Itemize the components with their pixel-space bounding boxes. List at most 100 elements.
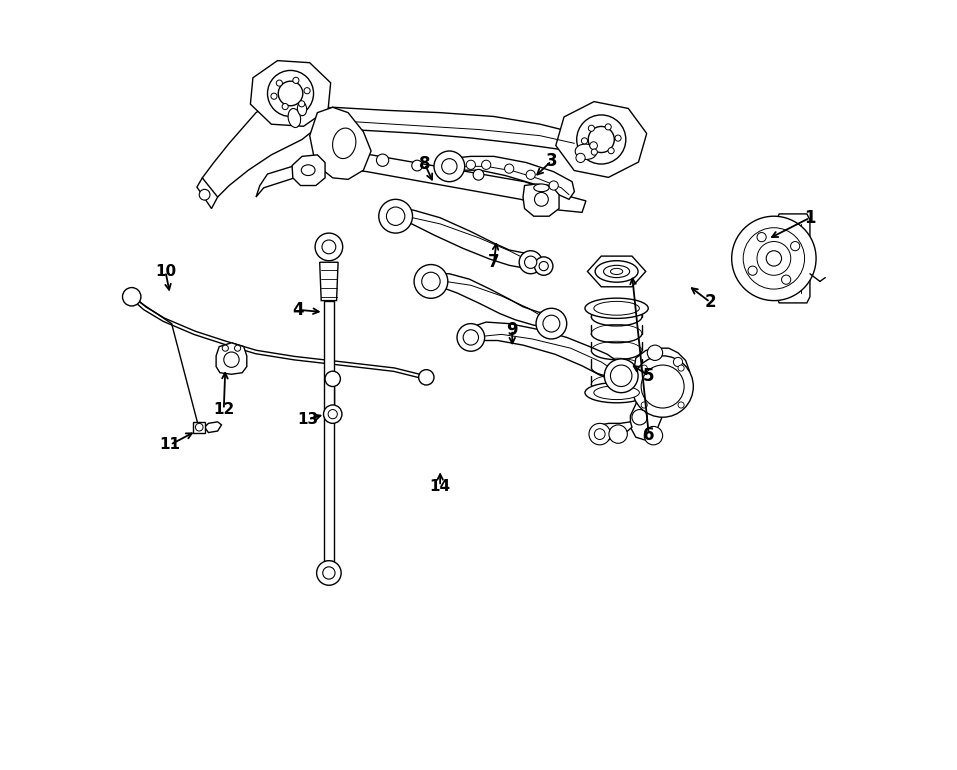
Polygon shape <box>595 422 632 440</box>
Polygon shape <box>392 210 536 269</box>
Circle shape <box>604 359 638 393</box>
Polygon shape <box>256 155 586 213</box>
Text: 8: 8 <box>419 155 431 173</box>
Circle shape <box>589 126 614 152</box>
Circle shape <box>457 323 484 351</box>
Polygon shape <box>556 102 647 177</box>
Polygon shape <box>197 178 217 209</box>
Circle shape <box>322 240 336 254</box>
Circle shape <box>323 567 335 579</box>
Text: 2: 2 <box>704 293 716 311</box>
Circle shape <box>611 365 632 387</box>
Ellipse shape <box>333 128 356 159</box>
Circle shape <box>268 70 314 116</box>
Polygon shape <box>442 156 574 199</box>
Polygon shape <box>426 274 555 328</box>
Ellipse shape <box>288 109 300 128</box>
Polygon shape <box>320 263 338 300</box>
Circle shape <box>757 233 767 242</box>
Circle shape <box>526 170 535 179</box>
Polygon shape <box>323 300 334 561</box>
Ellipse shape <box>593 301 639 315</box>
Circle shape <box>412 160 422 171</box>
Circle shape <box>790 242 800 251</box>
Circle shape <box>632 356 693 417</box>
Circle shape <box>767 251 782 266</box>
Polygon shape <box>310 107 371 179</box>
Circle shape <box>379 199 412 233</box>
Circle shape <box>278 81 302 105</box>
Polygon shape <box>216 343 247 374</box>
Circle shape <box>387 207 405 226</box>
Polygon shape <box>631 348 689 440</box>
Circle shape <box>376 154 389 166</box>
Polygon shape <box>523 184 559 216</box>
Circle shape <box>589 424 611 445</box>
Circle shape <box>299 101 304 107</box>
Ellipse shape <box>611 269 623 275</box>
Circle shape <box>678 365 684 371</box>
Circle shape <box>536 308 567 339</box>
Circle shape <box>442 165 454 176</box>
Ellipse shape <box>301 165 315 176</box>
Circle shape <box>641 402 647 408</box>
Text: 13: 13 <box>298 412 319 427</box>
Ellipse shape <box>534 184 549 192</box>
Circle shape <box>644 427 662 445</box>
Ellipse shape <box>298 102 306 115</box>
Circle shape <box>434 151 465 182</box>
Text: 1: 1 <box>804 209 815 226</box>
Circle shape <box>473 169 484 180</box>
Circle shape <box>282 103 288 109</box>
Circle shape <box>582 138 588 144</box>
Polygon shape <box>469 322 620 381</box>
Circle shape <box>539 262 548 271</box>
Circle shape <box>577 115 626 164</box>
Text: 14: 14 <box>430 479 451 494</box>
Circle shape <box>422 273 440 290</box>
Circle shape <box>418 370 434 385</box>
Polygon shape <box>193 422 206 433</box>
Circle shape <box>323 405 342 424</box>
Circle shape <box>195 424 203 431</box>
Circle shape <box>304 88 310 94</box>
Polygon shape <box>251 61 331 126</box>
Circle shape <box>608 148 614 154</box>
Circle shape <box>576 153 585 162</box>
Text: 3: 3 <box>545 152 557 170</box>
Circle shape <box>674 357 682 367</box>
Circle shape <box>535 192 548 206</box>
Circle shape <box>234 345 240 351</box>
Circle shape <box>609 425 628 444</box>
Circle shape <box>641 365 647 371</box>
Circle shape <box>594 429 605 440</box>
Circle shape <box>277 80 282 86</box>
Ellipse shape <box>593 386 639 400</box>
Circle shape <box>466 160 476 169</box>
Circle shape <box>442 159 457 174</box>
Circle shape <box>732 216 816 300</box>
Polygon shape <box>326 107 597 153</box>
Polygon shape <box>605 377 631 400</box>
Circle shape <box>463 330 478 345</box>
Circle shape <box>641 365 684 408</box>
Ellipse shape <box>585 383 648 403</box>
Ellipse shape <box>595 261 638 282</box>
Text: 12: 12 <box>213 402 234 417</box>
Polygon shape <box>205 422 221 433</box>
Polygon shape <box>202 93 329 197</box>
Circle shape <box>549 181 558 190</box>
Circle shape <box>315 233 343 261</box>
Polygon shape <box>588 256 646 286</box>
Circle shape <box>782 275 790 284</box>
Text: 11: 11 <box>160 437 181 452</box>
Circle shape <box>757 242 790 276</box>
Circle shape <box>744 228 805 289</box>
Circle shape <box>271 93 278 99</box>
Circle shape <box>615 135 621 141</box>
Circle shape <box>481 160 491 169</box>
Ellipse shape <box>604 266 630 278</box>
Circle shape <box>591 149 597 155</box>
Text: 4: 4 <box>293 301 304 319</box>
Circle shape <box>293 77 299 83</box>
